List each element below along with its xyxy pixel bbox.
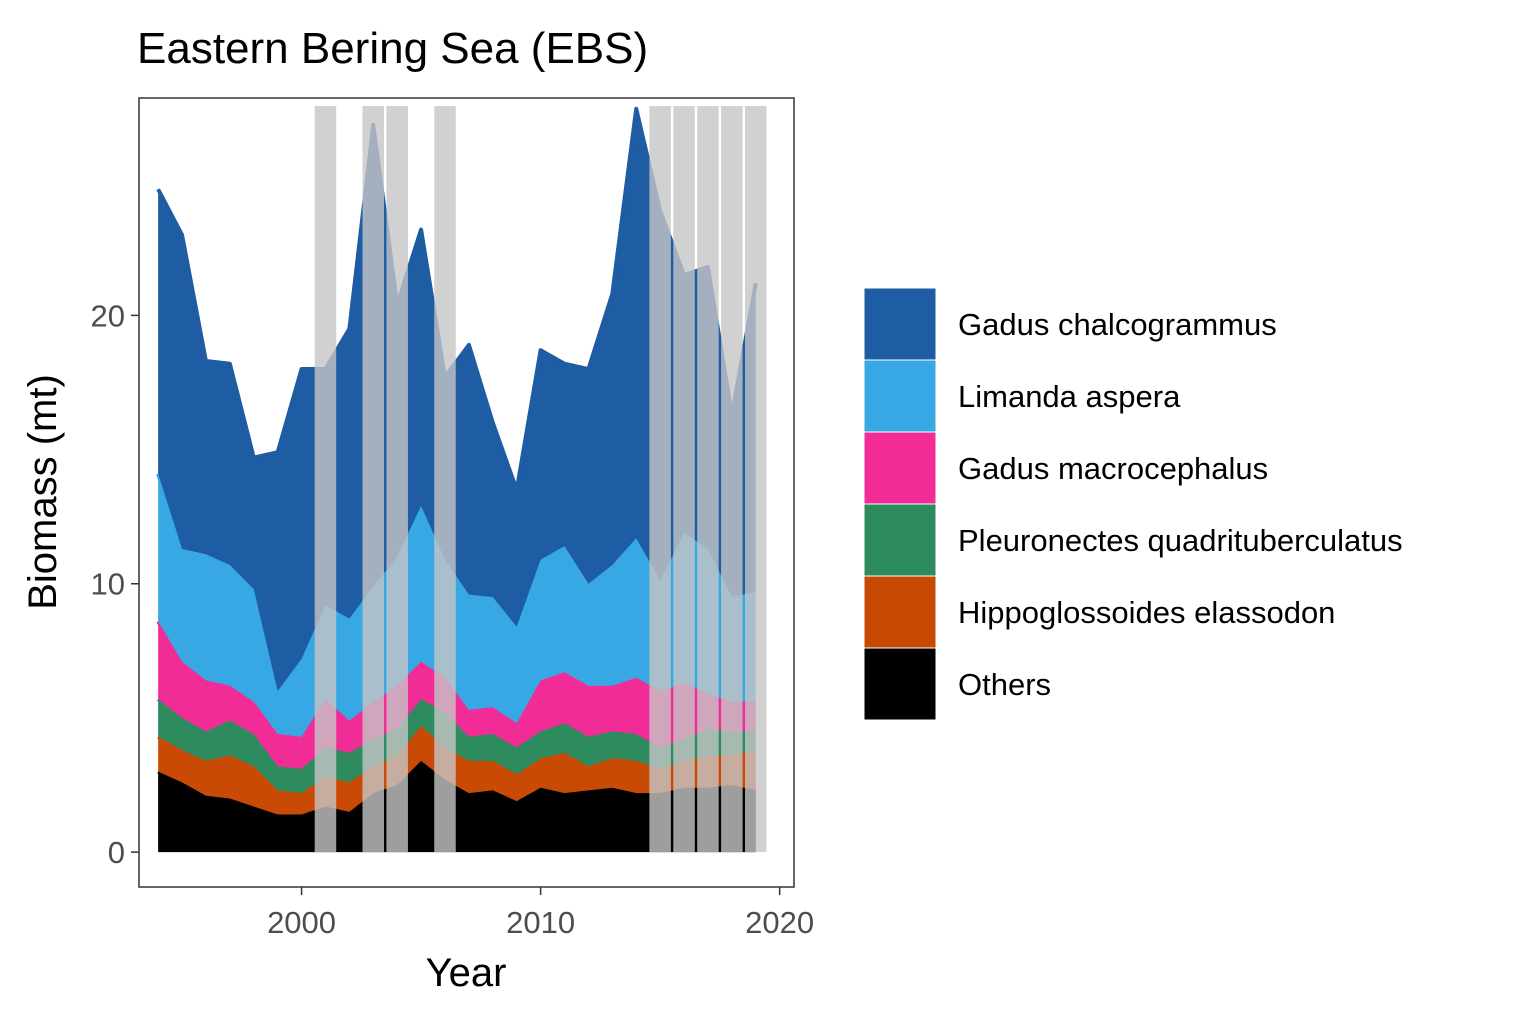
highlight-band-2006 [434, 106, 456, 853]
area-others [158, 760, 756, 853]
legend-label: Others [958, 667, 1051, 702]
legend-label: Limanda aspera [958, 379, 1181, 414]
highlight-band-2003 [362, 106, 385, 853]
x-tick-label: 2000 [267, 905, 336, 940]
legend-label: Hippoglossoides elassodon [958, 595, 1335, 630]
y-axis: 0 10 20 [91, 298, 139, 870]
highlight-band-2019 [744, 106, 767, 853]
legend-key [863, 575, 937, 649]
highlight-band-2016 [673, 106, 695, 853]
highlight-bands [314, 106, 767, 853]
area-pleuronectes-quadrituberculatus [158, 699, 756, 794]
y-tick-label: 10 [91, 567, 125, 602]
highlight-band-2004 [386, 106, 408, 853]
x-axis-label: Year [426, 951, 507, 995]
area-limanda-aspera [158, 473, 756, 737]
legend: Gadus chalcogrammus Limanda aspera Gadus m… [863, 287, 1403, 721]
legend-key [863, 287, 937, 361]
area-gadus-chalcogrammus [158, 108, 756, 692]
x-axis: 2000 2010 2020 [267, 887, 814, 940]
plot-border [138, 97, 795, 888]
legend-key [863, 359, 937, 433]
legend-key [863, 431, 937, 505]
legend-label: Gadus macrocephalus [958, 451, 1268, 486]
y-tick-label: 0 [108, 835, 125, 870]
legend-label: Pleuronectes quadrituberculatus [958, 523, 1403, 558]
chart-title: Eastern Bering Sea (EBS) [137, 24, 648, 73]
highlight-band-2001 [314, 106, 337, 853]
y-axis-label: Biomass (mt) [21, 374, 65, 610]
area-hippoglossoides-elassodon [158, 725, 756, 815]
stacked-areas [156, 106, 758, 853]
highlight-band-2018 [721, 106, 743, 853]
highlight-band-2017 [697, 106, 719, 853]
legend-key [863, 647, 937, 721]
x-tick-label: 2020 [745, 905, 814, 940]
x-tick-label: 2010 [506, 905, 575, 940]
legend-label: Gadus chalcogrammus [958, 307, 1277, 342]
y-tick-label: 20 [91, 298, 125, 333]
legend-key [863, 503, 937, 577]
highlight-band-2015 [649, 106, 671, 853]
